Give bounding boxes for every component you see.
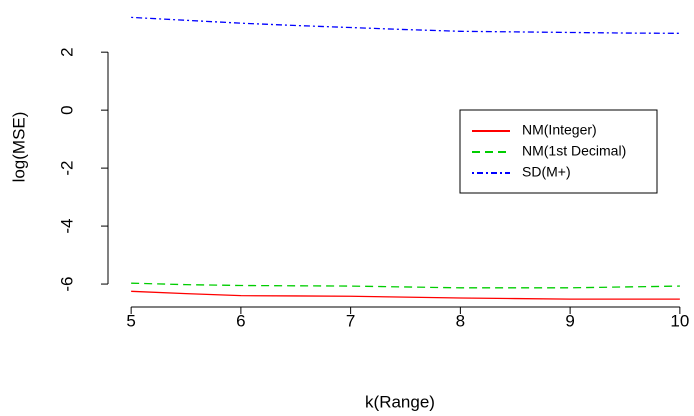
series-line <box>131 290 680 300</box>
y-tick-label: -2 <box>57 161 76 176</box>
legend-label: NM(1st Decimal) <box>522 143 626 159</box>
y-tick-label: 0 <box>57 105 76 114</box>
x-tick-label: 7 <box>346 311 355 330</box>
x-tick-label: 8 <box>456 311 465 330</box>
y-tick-label: 2 <box>57 47 76 56</box>
x-tick-label: 6 <box>236 311 245 330</box>
legend-label: SD(M+) <box>522 164 571 180</box>
x-axis-label: k(Range) <box>365 392 435 411</box>
series-line <box>131 16 680 34</box>
x-tick-label: 10 <box>670 311 689 330</box>
x-tick-label: 5 <box>126 311 135 330</box>
y-tick-label: -6 <box>57 276 76 291</box>
y-axis-label: log(MSE) <box>9 112 28 183</box>
legend-label: NM(Integer) <box>522 122 597 138</box>
series-line <box>131 282 680 289</box>
y-tick-label: -4 <box>57 219 76 234</box>
x-tick-label: 9 <box>565 311 574 330</box>
